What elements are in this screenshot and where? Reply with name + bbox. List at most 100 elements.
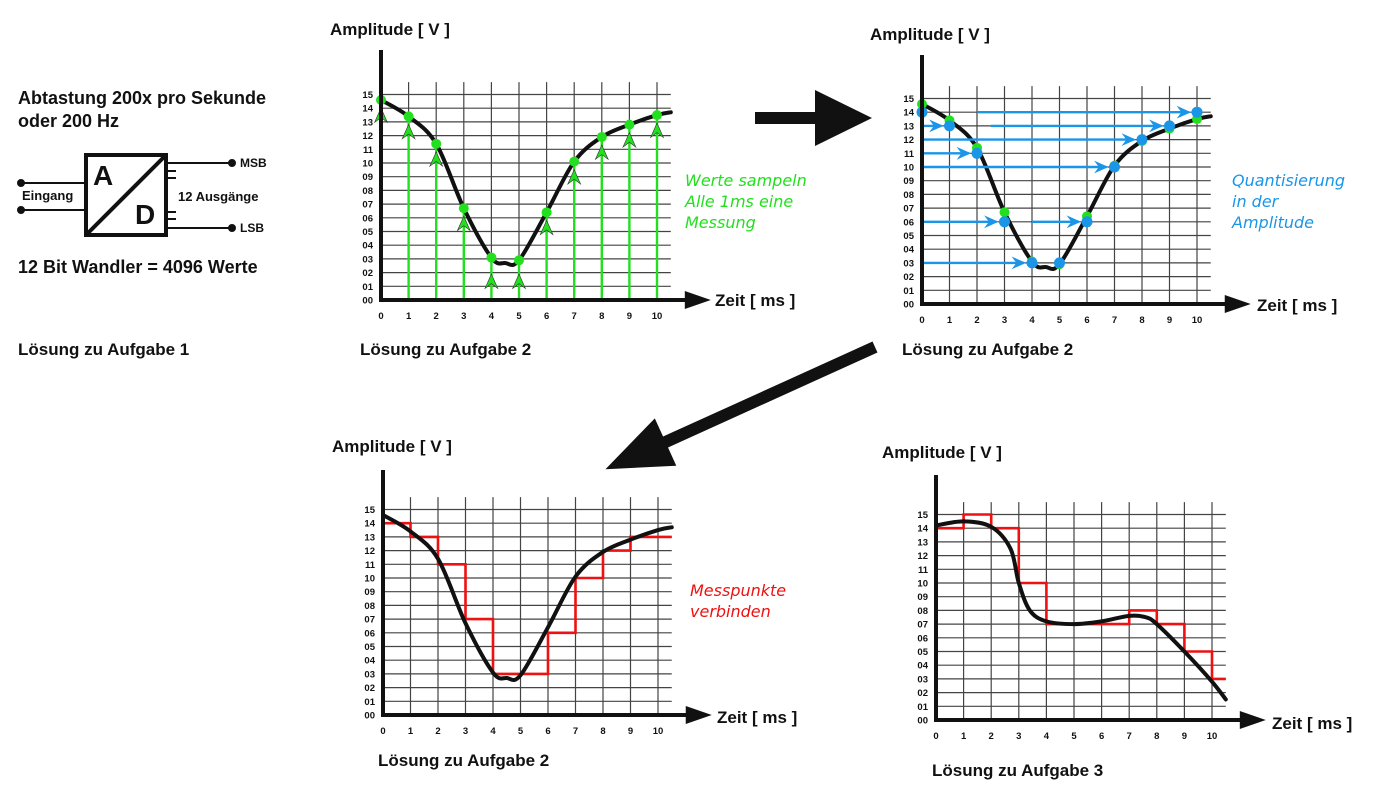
y-tick-label: 11 bbox=[363, 145, 374, 156]
adc-letter-d: D bbox=[135, 199, 156, 230]
adc-msb-label: MSB bbox=[240, 156, 267, 170]
chart2-ylabel: Amplitude [ V ] bbox=[870, 25, 990, 44]
y-tick-label: 12 bbox=[917, 551, 928, 562]
x-tick-label: 2 bbox=[974, 315, 979, 326]
x-tick-label: 9 bbox=[1167, 315, 1172, 326]
y-tick-label: 07 bbox=[362, 200, 373, 211]
y-tick-label: 12 bbox=[362, 131, 373, 142]
y-tick-label: 10 bbox=[903, 163, 914, 174]
note-sample-line1: Werte sampeln bbox=[685, 171, 807, 190]
y-tick-label: 10 bbox=[362, 159, 373, 170]
x-tick-label: 1 bbox=[961, 731, 967, 742]
chart1-xlabel: Zeit [ ms ] bbox=[715, 291, 796, 310]
x-tick-label: 3 bbox=[1016, 731, 1021, 742]
flow-arrow-right bbox=[755, 90, 872, 146]
y-tick-label: 04 bbox=[362, 241, 373, 252]
y-tick-label: 11 bbox=[904, 149, 915, 160]
x-tick-label: 9 bbox=[628, 726, 633, 737]
x-tick-label: 1 bbox=[947, 315, 953, 326]
quantized-point bbox=[1191, 106, 1203, 118]
x-tick-label: 6 bbox=[545, 726, 550, 737]
y-tick-label: 01 bbox=[917, 702, 928, 713]
chart3-xlabel: Zeit [ ms ] bbox=[717, 708, 798, 727]
sample-arrow-head bbox=[539, 219, 554, 236]
y-tick-label: 15 bbox=[364, 505, 375, 516]
y-tick-label: 14 bbox=[903, 108, 914, 119]
adc-wires bbox=[17, 159, 236, 232]
y-tick-label: 00 bbox=[362, 296, 373, 307]
sample-point bbox=[652, 110, 662, 121]
x-tick-label: 7 bbox=[573, 726, 578, 737]
y-tick-label: 08 bbox=[917, 606, 928, 617]
y-tick-label: 09 bbox=[364, 587, 375, 598]
y-tick-label: 03 bbox=[903, 258, 914, 269]
y-tick-label: 00 bbox=[903, 300, 914, 311]
y-tick-label: 13 bbox=[364, 532, 375, 543]
sample-arrow-head bbox=[649, 122, 665, 139]
y-tick-label: 12 bbox=[903, 135, 914, 146]
sample-point bbox=[541, 207, 552, 218]
y-tick-label: 05 bbox=[917, 647, 928, 658]
quantize-arrow-head bbox=[1066, 215, 1081, 229]
x-tick-label: 6 bbox=[544, 311, 549, 322]
signal-curve bbox=[934, 519, 1228, 702]
quantized-point bbox=[999, 216, 1010, 228]
y-tick-label: 08 bbox=[362, 186, 373, 197]
y-tick-label: 05 bbox=[364, 642, 375, 653]
step-line bbox=[383, 521, 672, 676]
sample-point bbox=[999, 207, 1010, 218]
y-tick-label: 14 bbox=[364, 519, 375, 530]
y-tick-label: 01 bbox=[903, 286, 914, 297]
x-tick-label: 2 bbox=[989, 731, 994, 742]
quantize-arrow-head bbox=[1149, 119, 1164, 133]
x-tick-label: 6 bbox=[1084, 315, 1089, 326]
x-tick-label: 2 bbox=[434, 311, 439, 322]
y-tick-label: 02 bbox=[917, 688, 928, 699]
quantized-point bbox=[1164, 120, 1175, 132]
y-tick-label: 01 bbox=[364, 697, 375, 708]
note-quantize-line2: in der bbox=[1232, 192, 1279, 211]
chart4-caption: Lösung zu Aufgabe 3 bbox=[932, 761, 1104, 780]
sample-point bbox=[458, 203, 469, 214]
y-tick-label: 14 bbox=[917, 524, 928, 535]
quantize-arrow-head bbox=[1121, 133, 1136, 146]
y-tick-label: 03 bbox=[362, 254, 373, 265]
adc-diagonal bbox=[84, 153, 168, 237]
sample-point bbox=[403, 111, 414, 122]
x-tick-label: 3 bbox=[1002, 315, 1007, 326]
adc-input-label: Eingang bbox=[22, 188, 74, 203]
note-quantize-line3: Amplitude bbox=[1232, 213, 1314, 232]
sample-arrow-head bbox=[456, 215, 471, 232]
y-tick-label: 10 bbox=[917, 579, 928, 590]
quantized-point bbox=[1081, 216, 1093, 228]
x-tick-label: 4 bbox=[489, 311, 495, 322]
y-tick-label: 02 bbox=[362, 268, 373, 279]
x-axis-arrowhead bbox=[685, 706, 712, 724]
x-tick-label: 1 bbox=[406, 311, 412, 322]
adc-summary: 12 Bit Wandler = 4096 Werte bbox=[18, 257, 258, 277]
x-tick-label: 0 bbox=[378, 311, 383, 322]
y-tick-label: 06 bbox=[364, 628, 375, 639]
note-connect-line1: Messpunkte bbox=[690, 581, 787, 600]
chart2-xlabel: Zeit [ ms ] bbox=[1257, 296, 1338, 315]
y-tick-label: 10 bbox=[364, 574, 375, 585]
adc-diagram bbox=[17, 153, 236, 237]
note-connect: Messpunkte verbinden bbox=[690, 580, 786, 622]
y-tick-label: 09 bbox=[917, 592, 928, 603]
y-tick-label: 05 bbox=[362, 227, 373, 238]
x-tick-label: 8 bbox=[600, 726, 605, 737]
y-tick-label: 03 bbox=[917, 674, 928, 685]
adc-letter-a: A bbox=[93, 160, 114, 191]
quantize-arrow-head bbox=[956, 146, 971, 160]
sample-point bbox=[431, 138, 442, 149]
sample-point bbox=[569, 156, 580, 167]
y-tick-label: 12 bbox=[364, 546, 375, 557]
y-tick-label: 06 bbox=[917, 633, 928, 644]
x-tick-label: 0 bbox=[933, 731, 938, 742]
y-tick-label: 04 bbox=[917, 661, 928, 672]
